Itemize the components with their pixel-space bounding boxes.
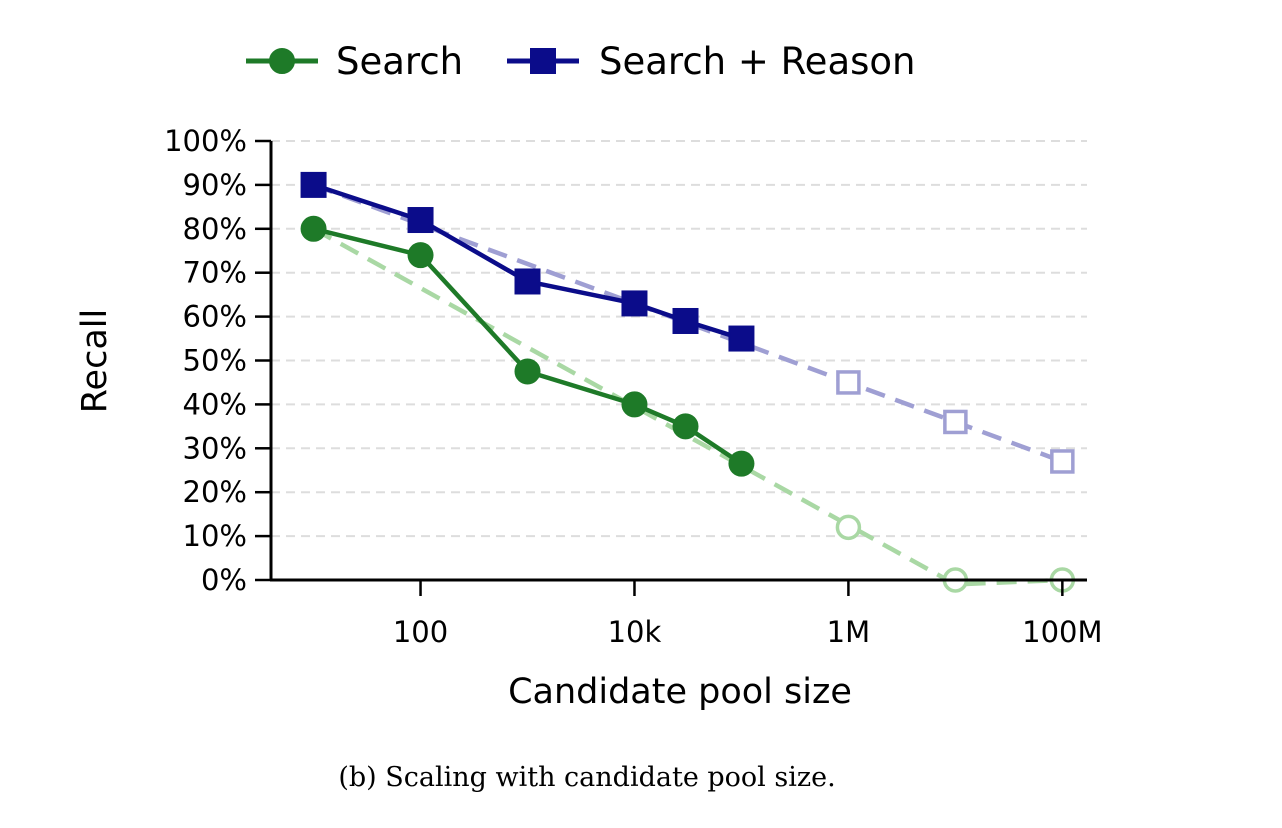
search-point (300, 215, 327, 242)
search-reason-point (407, 207, 434, 234)
x-tick-label: 100M (1022, 615, 1102, 649)
y-tick-label: 10% (183, 519, 247, 553)
search-point (621, 391, 648, 418)
legend-label-search-reason: Search + Reason (599, 40, 916, 83)
y-tick-label: 20% (183, 475, 247, 509)
search-reason-point (514, 268, 541, 295)
x-tick-label: 1M (827, 615, 870, 649)
y-tick-label: 0% (201, 563, 247, 597)
y-tick-label: 100% (164, 124, 247, 158)
search-reason-point (728, 325, 755, 352)
grid-lines (271, 140, 1087, 538)
x-tick-label: 10k (608, 615, 662, 649)
y-tick-label: 70% (183, 256, 247, 290)
legend-label-search: Search (336, 40, 463, 83)
search-reason-extrapolated-point (943, 409, 968, 435)
search-point (672, 413, 699, 440)
axes: 0% 10% 20% 30% 40% 50% 60% 70% 80% 90% 100% 100 10k 1… (164, 124, 1102, 649)
search-reason-point (672, 307, 699, 334)
y-tick-label: 30% (183, 431, 247, 465)
search-reason-extrapolated-point (1050, 449, 1075, 474)
search-extrapolated-point (835, 514, 862, 541)
y-tick-label: 80% (183, 212, 247, 246)
series-group (300, 171, 1076, 593)
y-tick-label: 90% (183, 168, 247, 202)
search-reason-point (621, 290, 648, 317)
y-tick-label: 40% (183, 387, 247, 421)
search-trend-line (312, 226, 1063, 587)
legend-marker-search (269, 48, 295, 74)
figure-caption: (b) Scaling with candidate pool size. (338, 762, 835, 793)
search-point (514, 358, 541, 385)
search-reason-point (300, 171, 327, 198)
y-tick-label: 50% (183, 344, 247, 378)
x-axis-label: Candidate pool size (508, 672, 852, 712)
search-point (407, 242, 434, 269)
y-axis-label: Recall (75, 309, 115, 413)
legend: Search Search + Reason (246, 40, 916, 83)
y-tick-label: 60% (183, 300, 247, 334)
search-reason-extrapolated-point (836, 370, 861, 395)
x-tick-label: 100 (393, 615, 448, 649)
legend-marker-search-reason (530, 48, 556, 74)
search-point (728, 450, 755, 477)
